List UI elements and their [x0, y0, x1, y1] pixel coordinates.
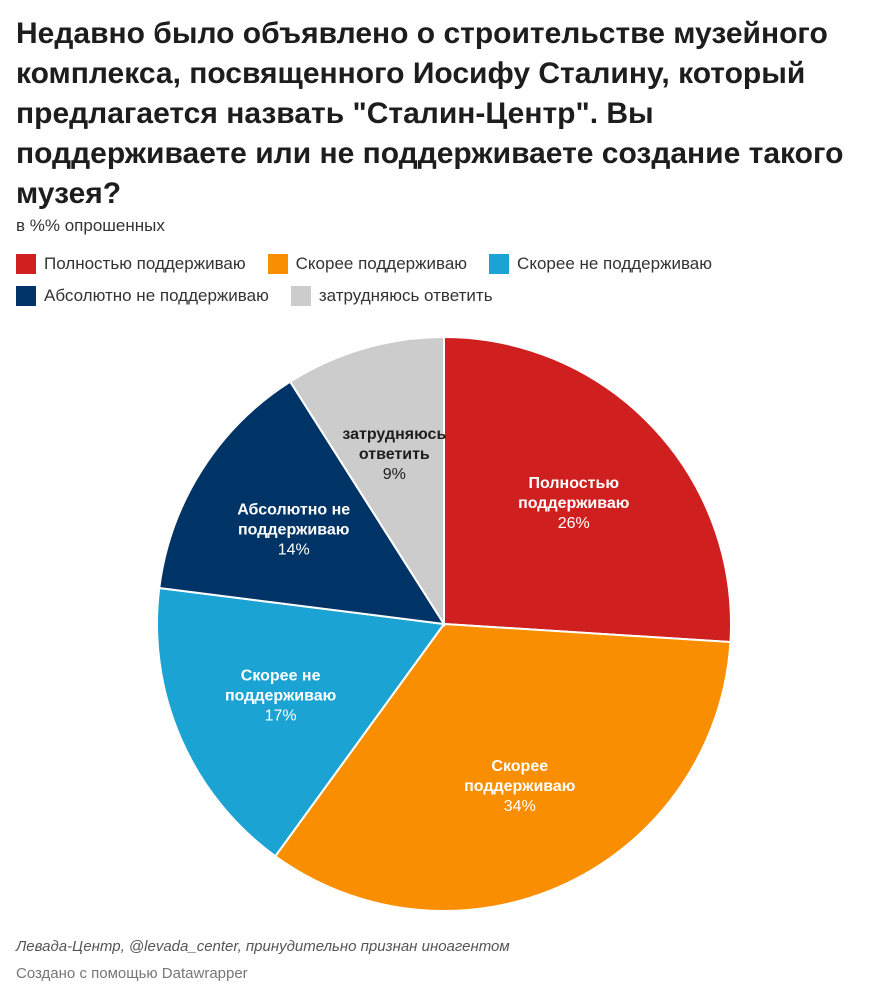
slice-label-3: Скорее не поддерживаю 17% [225, 668, 337, 725]
slice-label-name: поддерживаю [464, 778, 576, 795]
slice-label-name: затрудняюсь [342, 426, 446, 443]
slice-label-name: Абсолютно не [237, 502, 350, 519]
slice-label-name: поддерживаю [518, 495, 630, 512]
slice-label-5: затрудняюсь ответить 9% [342, 426, 446, 483]
chart-source: Левада-Центр, @levada_center, принудител… [16, 938, 510, 955]
legend-item-rather-not-support: Скорее не поддерживаю [489, 252, 712, 276]
pie-slice-3 [156, 586, 446, 858]
legend-item-rather-support: Скорее поддерживаю [267, 252, 468, 276]
slice-label-name: Скорее [491, 758, 548, 775]
slice-label-value: 17% [265, 708, 297, 725]
slice-label-name: Скорее не [241, 668, 321, 685]
legend-label: затрудняюсь ответить [318, 286, 493, 305]
legend-swatch [290, 286, 311, 306]
slice-label-value: 14% [278, 542, 310, 559]
pie-slice-5 [288, 335, 445, 628]
slice-label-2: Скорее поддерживаю 34% [464, 758, 576, 815]
legend-item-full-support: Полностью поддерживаю [16, 252, 246, 276]
legend-swatch [489, 254, 510, 274]
slice-label-value: 34% [504, 798, 536, 815]
chart-credit: Создано с помощью Datawrapper [16, 965, 248, 982]
slice-label-value: 26% [558, 515, 590, 532]
pie-slices [156, 335, 732, 912]
slice-label-value: 9% [383, 466, 406, 483]
legend-label: Скорее не поддерживаю [517, 254, 713, 273]
chart-legend: Полностью поддерживаю Скорее поддерживаю… [16, 252, 876, 308]
pie-chart: Полностью поддерживаю 26% Скорее поддерживаю… [156, 335, 732, 912]
legend-item-hard-to-say: затрудняюсь ответить [290, 284, 493, 308]
legend-label: Абсолютно не поддерживаю [44, 286, 269, 305]
pie-slice-4 [158, 380, 446, 626]
legend-swatch [267, 254, 288, 274]
chart-title: Недавно было объявлено о строительстве м… [16, 17, 844, 210]
legend-swatch [16, 254, 36, 274]
pie-slice-2 [273, 622, 732, 912]
pie-slice-1 [443, 335, 732, 644]
slice-label-name: Полностью [529, 475, 620, 492]
legend-item-absolutely-not-support: Абсолютно не поддерживаю [16, 284, 269, 308]
chart-subtitle: в %% опрошенных [16, 216, 165, 235]
pie-labels: Полностью поддерживаю 26% Скорее поддерживаю… [225, 426, 630, 815]
legend-label: Полностью поддерживаю [44, 254, 246, 273]
slice-label-name: поддерживаю [238, 522, 350, 539]
slice-label-1: Полностью поддерживаю 26% [518, 475, 630, 532]
legend-swatch [16, 286, 36, 306]
legend-label: Скорее поддерживаю [295, 254, 468, 273]
slice-label-name: поддерживаю [225, 688, 337, 705]
slice-label-name: ответить [359, 446, 430, 463]
slice-label-4: Абсолютно не поддерживаю 14% [237, 502, 350, 559]
